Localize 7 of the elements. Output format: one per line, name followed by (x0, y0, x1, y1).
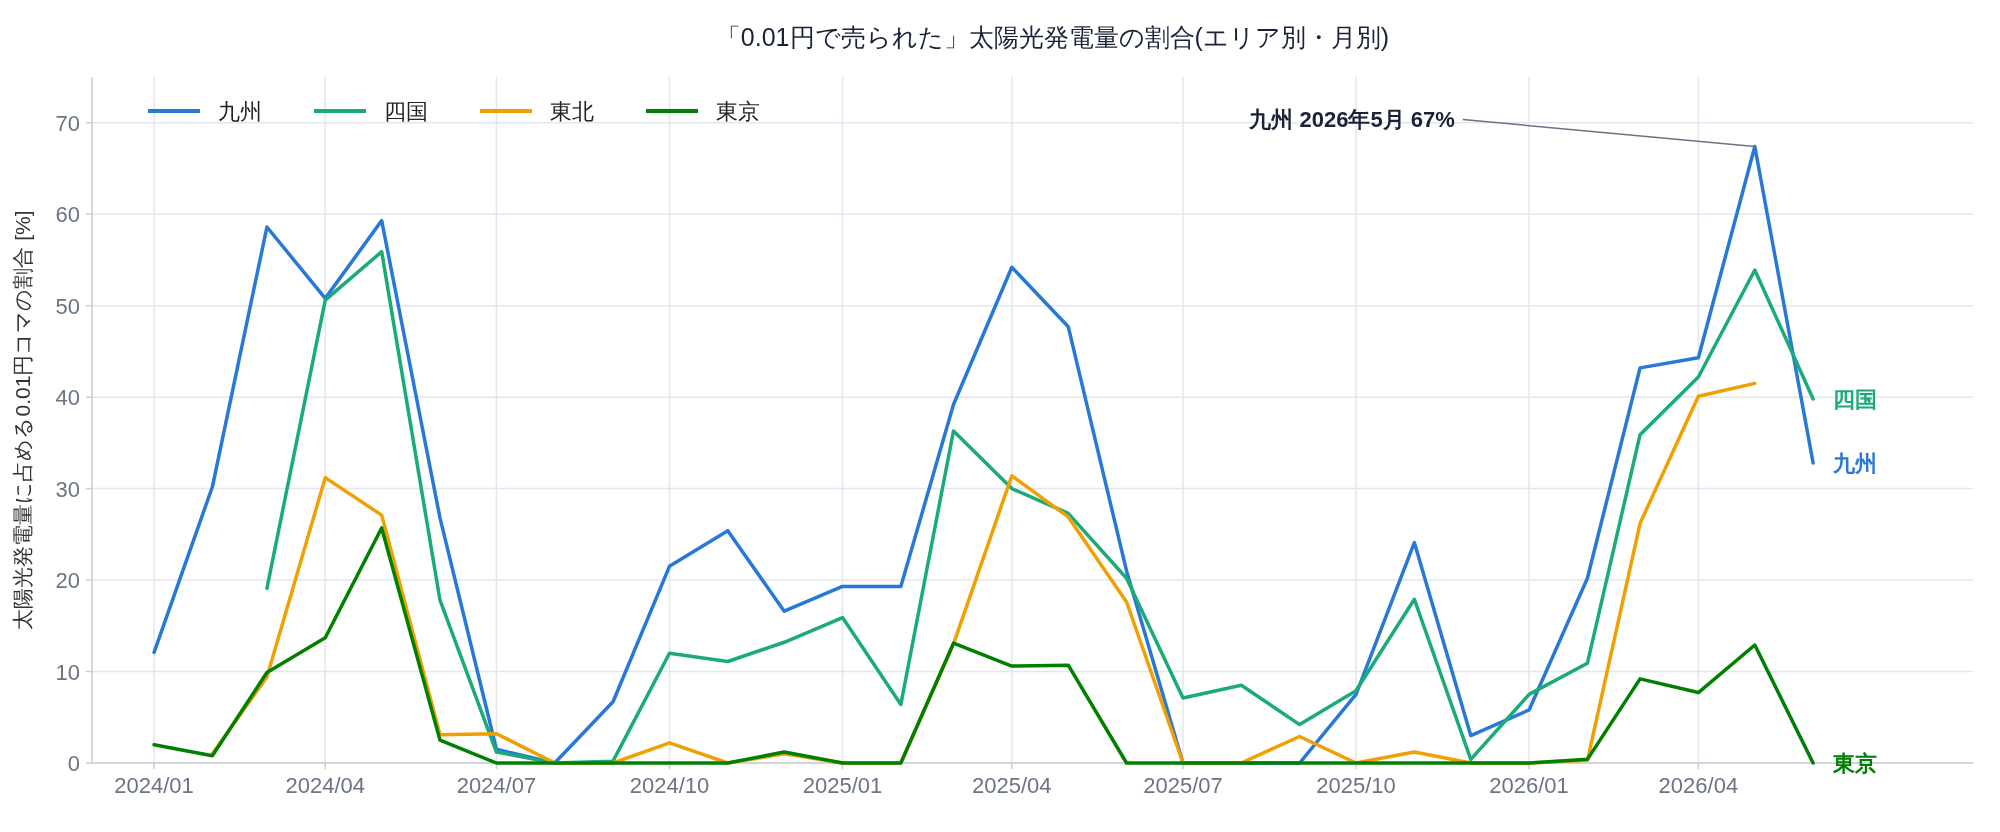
ylabel: 太陽光発電量に占める0.01円コマの割合 [%] (11, 210, 34, 630)
legend-label: 四国 (384, 99, 428, 124)
title: 「0.01円で売られた」太陽光発電量の割合(エリア別・月別) (715, 23, 1390, 51)
legend-label: 東北 (550, 99, 594, 124)
legend-label: 東京 (716, 99, 760, 124)
legend-label: 九州 (218, 99, 262, 124)
annotation: 九州 2026年5月 67% (1249, 106, 1455, 132)
